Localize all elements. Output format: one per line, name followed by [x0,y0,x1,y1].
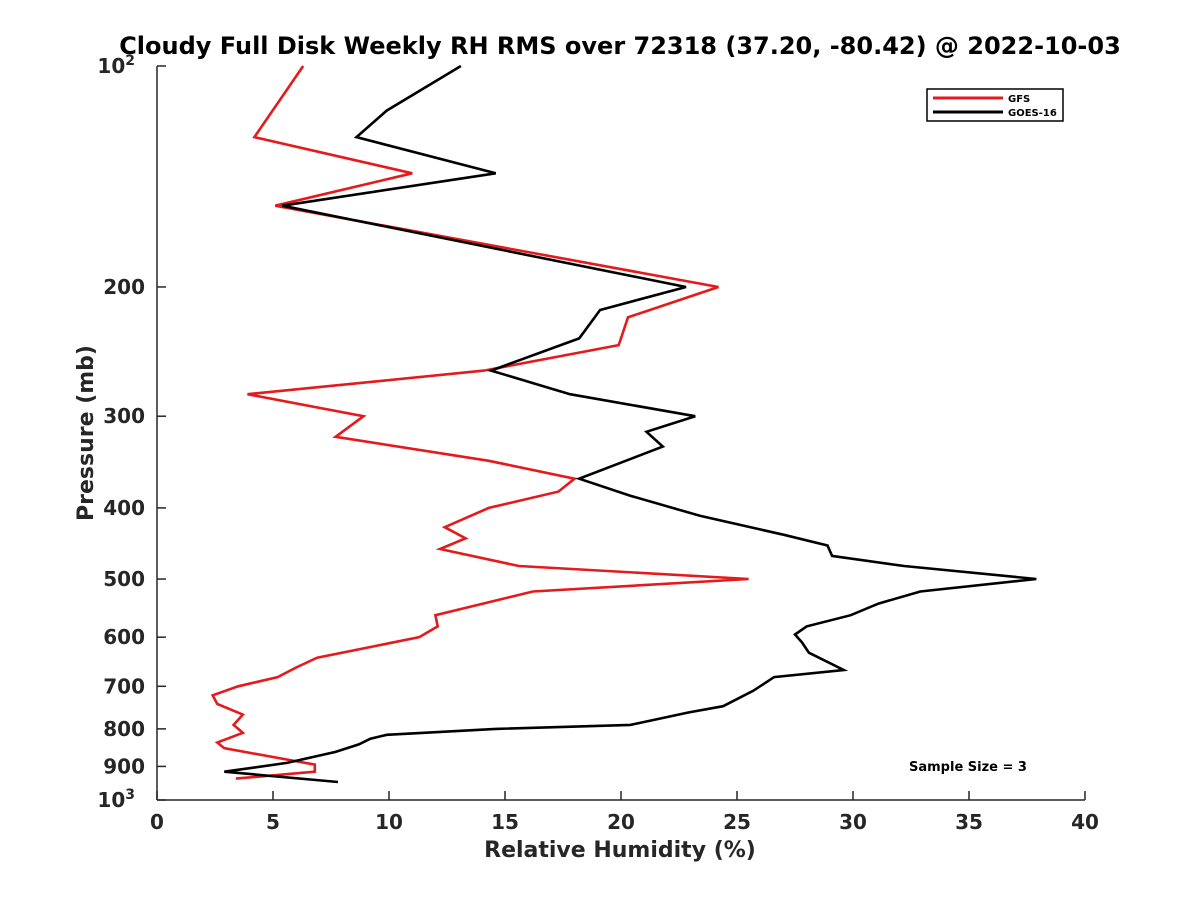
y-tick-label: 400 [103,496,145,520]
x-tick-label: 0 [150,810,164,834]
x-tick-label: 10 [375,810,403,834]
y-tick-label: 500 [103,567,145,591]
y-tick-label: 103 [97,787,135,812]
x-tick-label: 30 [839,810,867,834]
y-tick-label: 300 [103,404,145,428]
y-tick-label: 700 [103,674,145,698]
plot-area [210,64,1037,784]
x-axis-label: Relative Humidity (%) [484,838,756,863]
series-line-gfs [210,65,749,780]
legend: GFS GOES-16 [926,88,1064,122]
x-tick-label: 20 [607,810,635,834]
x-tick-label: 35 [955,810,983,834]
x-tick-label: 15 [491,810,519,834]
axes: 0 5 10 15 20 25 30 35 40 102 200 300 400 500 600 700 800… [97,53,1099,834]
legend-label-gfs: GFS [1008,94,1030,105]
y-axis-label: Pressure (mb) [74,345,99,521]
y-tick-label: 800 [103,717,145,741]
x-tick-label: 40 [1071,810,1099,834]
x-tick-label: 5 [266,810,280,834]
series-line-goes16 [224,64,1037,784]
chart-title: Cloudy Full Disk Weekly RH RMS over 7231… [119,32,1121,60]
legend-label-goes16: GOES-16 [1008,108,1057,119]
y-tick-label: 900 [103,754,145,778]
legend-box [926,88,1064,122]
y-tick-label: 102 [97,53,135,78]
y-tick-label: 600 [103,625,145,649]
x-tick-label: 25 [723,810,751,834]
sample-size-annotation: Sample Size = 3 [909,760,1027,775]
y-tick-label: 200 [103,275,145,299]
